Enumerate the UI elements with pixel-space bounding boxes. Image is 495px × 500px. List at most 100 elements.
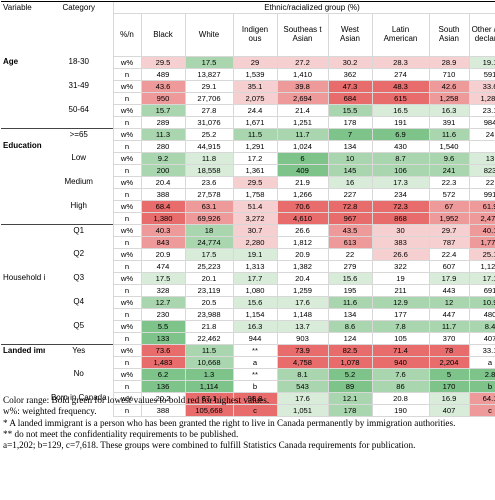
table-cell: 5.5 — [140, 320, 186, 333]
table-cell: 170 — [428, 380, 470, 393]
row-variable — [1, 213, 45, 225]
row-category — [45, 69, 113, 81]
note-color-range: Color range: Bold green for lowest value… — [3, 395, 270, 405]
table-cell: 105,668 — [184, 404, 234, 417]
row-variable — [1, 285, 45, 297]
table-cell: 12 — [428, 296, 470, 309]
table-cell: 16.5 — [371, 104, 430, 117]
table-cell: 279 — [327, 260, 373, 273]
table-cell: 18,558 — [184, 164, 234, 177]
table-cell: 15.6 — [232, 296, 278, 309]
row-category: Q5 — [73, 321, 85, 331]
table-cell: 26.6 — [371, 248, 430, 261]
table-cell: 4,610 — [276, 212, 329, 225]
table-cell: 28.9 — [428, 56, 470, 69]
table-cell: 29.5 — [232, 176, 278, 189]
table-cell: ** — [232, 368, 278, 381]
table-cell: 227 — [327, 188, 373, 201]
row-variable — [1, 309, 45, 321]
table-cell: 11.8 — [184, 152, 234, 165]
table-cell: 289 — [140, 116, 186, 129]
note-weighted-frequency: w%: weighted frequency. — [3, 406, 97, 417]
table-cell: 20.8 — [371, 392, 430, 405]
table-cell: 133 — [140, 332, 186, 345]
table-cell: 480 — [468, 308, 495, 321]
table-row: Household income ratio quintiles Q3 w%17.5… — [1, 272, 495, 285]
table-cell: 72.3 — [371, 200, 430, 213]
table-cell: 24,774 — [184, 236, 234, 249]
table-cell: 1,812 — [276, 236, 329, 249]
table-cell: a — [232, 356, 278, 369]
row-category — [45, 285, 113, 297]
table-cell: 1,410 — [276, 68, 329, 81]
table-cell: 43.6 — [140, 80, 186, 93]
row-category: Medium — [64, 177, 93, 187]
row-stat-type: w% — [112, 296, 142, 309]
table-cell: 17.6 — [276, 296, 329, 309]
table-cell: 27,706 — [184, 92, 234, 105]
table-cell: 22.3 — [428, 176, 470, 189]
row-category — [45, 213, 113, 225]
table-cell: 29.5 — [140, 56, 186, 69]
row-category — [45, 189, 113, 201]
table-cell: 25.2 — [184, 128, 234, 141]
table-cell: 10,668 — [184, 356, 234, 369]
table-cell: 1,361 — [232, 164, 278, 177]
row-variable — [1, 81, 45, 93]
row-variable — [1, 128, 45, 141]
table-cell: 1,539 — [232, 68, 278, 81]
row-variable — [1, 165, 45, 177]
table-cell: 73.9 — [276, 344, 329, 357]
table-cell: 443 — [428, 284, 470, 297]
table-cell: 17.7 — [232, 272, 278, 285]
table-cell: 1,024 — [276, 140, 329, 153]
note-combined-groups: a=1,202; b=129, c=7,618. These groups we… — [3, 440, 416, 451]
table-cell: 25.1 — [468, 248, 495, 261]
table-cell: 2.8 — [468, 368, 495, 381]
table-cell: 21.4 — [276, 104, 329, 117]
table-cell: 195 — [327, 284, 373, 297]
table-cell: 383 — [371, 236, 430, 249]
table-cell: 40.3 — [140, 224, 186, 237]
row-variable: Age — [3, 57, 19, 67]
header-spacer — [45, 14, 113, 57]
row-stat-type: n — [112, 356, 142, 369]
table-cell: 13.7 — [276, 320, 329, 333]
row-category — [45, 237, 113, 249]
row-variable — [1, 249, 45, 261]
table-cell: 11.7 — [428, 320, 470, 333]
row-category: No — [73, 369, 84, 379]
table-cell: c — [232, 404, 278, 417]
table-cell: 106 — [371, 164, 430, 177]
table-cell: 89 — [327, 380, 373, 393]
table-cell: 1,540 — [428, 140, 470, 153]
row-stat-type: n — [112, 236, 142, 249]
table-cell: 20.9 — [140, 248, 186, 261]
table-cell: 24 — [468, 128, 495, 141]
table-cell: 474 — [140, 260, 186, 273]
table-cell: 134 — [327, 308, 373, 321]
table-cell: ** — [232, 344, 278, 357]
row-category — [45, 141, 113, 153]
row-stat-type: n — [112, 308, 142, 321]
table-cell: 1,380 — [140, 212, 186, 225]
table-cell: 12.7 — [140, 296, 186, 309]
row-stat-type: w% — [112, 272, 142, 285]
table-cell: 124 — [327, 332, 373, 345]
table-cell: 136 — [140, 380, 186, 393]
table-cell: 1,078 — [327, 356, 373, 369]
header-category: Category — [45, 1, 113, 14]
table-cell: 30.7 — [232, 224, 278, 237]
table-cell: 868 — [371, 212, 430, 225]
table-cell: 940 — [371, 356, 430, 369]
table-cell: 68.4 — [140, 200, 186, 213]
header-col-indigenous: Indigen ous — [232, 13, 278, 57]
row-category — [45, 381, 113, 393]
table-cell: 20.9 — [276, 248, 329, 261]
table-cell: 5 — [428, 368, 470, 381]
table-cell: 280 — [140, 140, 186, 153]
